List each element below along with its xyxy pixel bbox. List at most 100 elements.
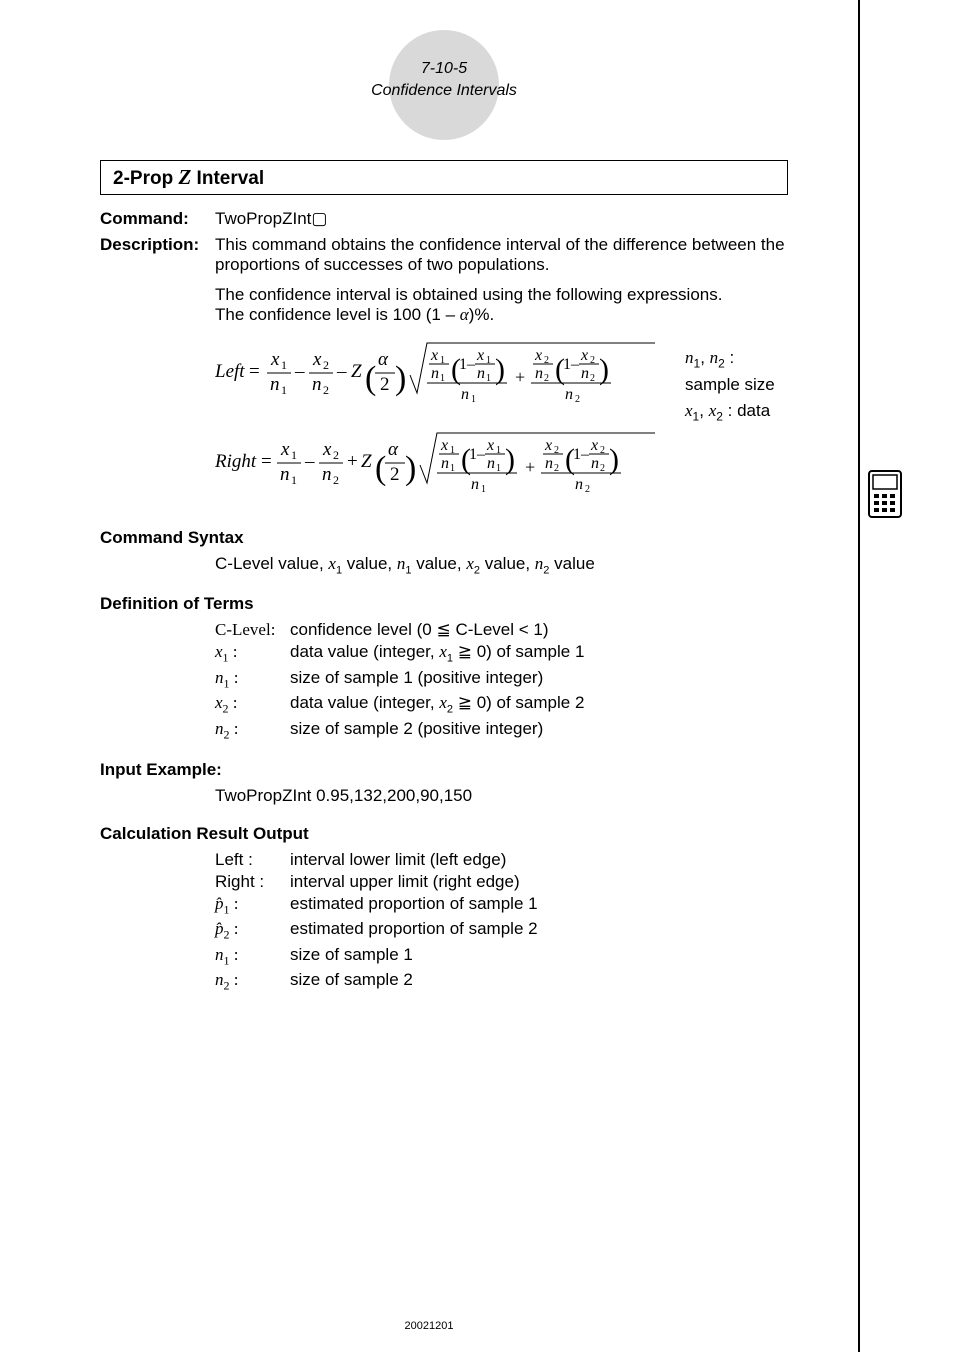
desc-p3-var: α: [460, 305, 469, 324]
term-label: n2 :: [215, 719, 290, 742]
output-row: n2 : size of sample 2: [215, 970, 788, 993]
term-label: x1 :: [215, 642, 290, 665]
output-heading: Calculation Result Output: [100, 824, 788, 844]
term-row: n1 : size of sample 1 (positive integer): [215, 668, 788, 691]
command-value: TwoPropZInt▢: [215, 209, 788, 229]
svg-text:n: n: [535, 365, 543, 382]
command-box-glyph: ▢: [311, 209, 327, 228]
svg-text:2: 2: [544, 373, 549, 384]
output-row: n1 : size of sample 1: [215, 945, 788, 968]
svg-text:x: x: [312, 349, 322, 370]
description-row: Description: This command obtains the co…: [100, 235, 788, 325]
out-label: Right :: [215, 872, 290, 892]
out-def: estimated proportion of sample 2: [290, 919, 788, 942]
syn-7: x: [466, 554, 474, 573]
svg-text:1: 1: [291, 473, 297, 487]
svg-text:2: 2: [333, 473, 339, 487]
svg-text:2: 2: [390, 464, 400, 485]
command-row: Command: TwoPropZInt▢: [100, 209, 788, 229]
svg-text:): ): [495, 353, 505, 386]
formulas: Left = x1 n1 – x2 n2 – Z ( α: [215, 335, 655, 510]
footer-number: 20021201: [0, 1320, 858, 1332]
side-note-1-text: : sample size: [685, 348, 775, 394]
tv: n: [215, 668, 224, 687]
svg-text:n: n: [270, 374, 280, 395]
tv: x: [215, 693, 223, 712]
syntax-heading: Command Syntax: [100, 528, 788, 548]
out-label: n1 :: [215, 945, 290, 968]
svg-text:x: x: [270, 349, 280, 370]
syn-0: C-Level value,: [215, 554, 328, 573]
syn-6: value,: [412, 554, 467, 573]
section-title-box: 2-Prop Z Interval: [100, 160, 788, 195]
terms-list: C-Level: confidence level (0 ≦ C-Level <…: [215, 620, 788, 742]
header-text: 7-10-5 Confidence Intervals: [100, 30, 788, 103]
svg-text:1: 1: [291, 448, 297, 462]
term-def: data value (integer, x1 ≧ 0) of sample 1: [290, 642, 788, 665]
section-title-pre: 2-Prop: [113, 168, 178, 189]
svg-text:2: 2: [575, 394, 580, 405]
output-row: p̂2 : estimated proportion of sample 2: [215, 919, 788, 942]
svg-text:1–: 1–: [459, 356, 476, 373]
svg-text:2: 2: [323, 358, 329, 372]
output-list: Left : interval lower limit (left edge) …: [215, 850, 788, 994]
svg-text:(: (: [375, 450, 386, 487]
svg-text:2: 2: [590, 373, 595, 384]
term-def: data value (integer, x2 ≧ 0) of sample 2: [290, 693, 788, 716]
svg-text:1–: 1–: [573, 446, 590, 463]
svg-text:n: n: [575, 476, 583, 493]
term-row: x2 : data value (integer, x2 ≧ 0) of sam…: [215, 693, 788, 716]
svg-text:2: 2: [554, 463, 559, 474]
desc-p3-pre: The confidence level is 100 (1 –: [215, 305, 460, 324]
svg-text:x: x: [590, 437, 598, 454]
svg-text:x: x: [534, 347, 542, 364]
syn-9: value,: [480, 554, 535, 573]
svg-text:n: n: [477, 365, 485, 382]
svg-text:–: –: [304, 451, 315, 472]
svg-text:n: n: [471, 476, 479, 493]
tsf: :: [230, 719, 239, 738]
term-def: confidence level (0 ≦ C-Level < 1): [290, 620, 788, 640]
calculator-icon: [868, 470, 902, 518]
formula-block: Left = x1 n1 – x2 n2 – Z ( α: [215, 335, 788, 510]
svg-text:1–: 1–: [563, 356, 580, 373]
svg-text:1: 1: [281, 358, 287, 372]
out-def: size of sample 1: [290, 945, 788, 968]
svg-text:1: 1: [486, 373, 491, 384]
svg-text:x: x: [322, 439, 332, 460]
svg-text:1: 1: [440, 373, 445, 384]
svg-text:Z: Z: [351, 361, 362, 382]
svg-text:+: +: [515, 367, 525, 387]
header-page-number: 7-10-5: [421, 60, 467, 77]
page-header: 7-10-5 Confidence Intervals: [100, 30, 788, 130]
svg-text:n: n: [280, 464, 290, 485]
svg-text:1: 1: [450, 463, 455, 474]
svg-text:=: =: [261, 451, 272, 472]
syn-3: value,: [342, 554, 397, 573]
page: 7-10-5 Confidence Intervals 2-Prop Z Int…: [0, 0, 860, 1352]
svg-text:): ): [609, 443, 619, 476]
output-row: p̂1 : estimated proportion of sample 1: [215, 894, 788, 917]
svg-text:(: (: [365, 360, 376, 397]
svg-text:2: 2: [380, 374, 390, 395]
svg-text:1: 1: [471, 394, 476, 405]
svg-text:): ): [505, 443, 515, 476]
terms-heading: Definition of Terms: [100, 594, 788, 614]
svg-text:1: 1: [481, 484, 486, 495]
section-title-post: Interval: [191, 168, 264, 189]
svg-text:n: n: [581, 365, 589, 382]
description-p1: This command obtains the confidence inte…: [215, 235, 788, 275]
svg-text:2: 2: [323, 383, 329, 397]
svg-text:α: α: [378, 349, 389, 370]
out-label: Left :: [215, 850, 290, 870]
side-note-2-text: : data: [723, 401, 770, 420]
svg-text:–: –: [294, 361, 305, 382]
svg-text:2: 2: [333, 448, 339, 462]
tsf: :: [229, 642, 238, 661]
out-def: interval lower limit (left edge): [290, 850, 788, 870]
svg-text:2: 2: [600, 463, 605, 474]
tv: n: [215, 719, 224, 738]
out-def: estimated proportion of sample 1: [290, 894, 788, 917]
out-def: size of sample 2: [290, 970, 788, 993]
svg-text:n: n: [312, 374, 322, 395]
